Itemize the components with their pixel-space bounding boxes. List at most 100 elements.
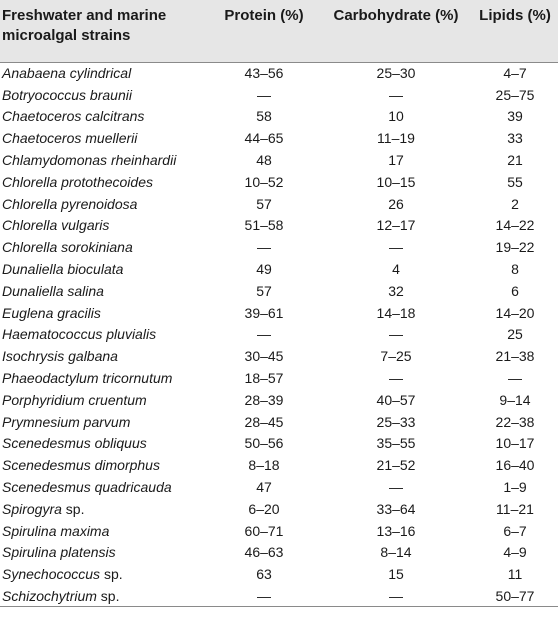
- protein-cell: 47: [256, 479, 272, 496]
- table-row: Phaeodactylum tricornutum 18–57 — —: [0, 367, 558, 389]
- protein-cell: 10–52: [244, 173, 284, 190]
- table-row: Haematococcus pluvialis — — 25: [0, 324, 558, 346]
- protein-cell: 60–71: [244, 522, 284, 539]
- table-row: Chaetoceros calcitrans 58 10 39: [0, 106, 558, 128]
- protein-cell: 58: [256, 108, 272, 125]
- strain-name: Anabaena cylindrical: [2, 65, 132, 82]
- protein-cell: —: [257, 326, 271, 343]
- header-carbohydrate: Carbohydrate (%): [320, 0, 472, 63]
- lipids-cell: 19–22: [495, 239, 535, 256]
- strain-name: Chlamydomonas rheinhardii: [2, 152, 177, 169]
- lipids-cell: 21–38: [495, 348, 535, 365]
- carbohydrate-cell: —: [389, 370, 403, 387]
- strain-cell: Chlorella sorokiniana: [0, 236, 208, 258]
- strain-cell: Scenedesmus dimorphus: [0, 454, 208, 476]
- strain-cell: Scenedesmus quadricauda: [0, 476, 208, 498]
- carbohydrate-cell: 14–18: [376, 304, 416, 321]
- protein-cell: 28–39: [244, 391, 284, 408]
- table-row: Anabaena cylindrical 43–56 25–30 4–7: [0, 62, 558, 84]
- carbohydrate-cell: 13–16: [376, 522, 416, 539]
- protein-cell: 63: [256, 566, 272, 583]
- strain-cell: Anabaena cylindrical: [0, 62, 208, 84]
- table-row: Chlorella vulgaris 51–58 12–17 14–22: [0, 215, 558, 237]
- strain-name: Porphyridium cruentum: [2, 391, 147, 408]
- carbohydrate-cell: 26: [388, 195, 404, 212]
- strain-cell: Dunaliella bioculata: [0, 258, 208, 280]
- strain-cell: Schizochytrium sp.: [0, 585, 208, 608]
- strain-cell: Synechococcus sp.: [0, 563, 208, 585]
- table-row: Botryococcus braunii — — 25–75: [0, 84, 558, 106]
- table-row: Chlorella pyrenoidosa 57 26 2: [0, 193, 558, 215]
- strain-name: Spirulina platensis: [2, 544, 116, 561]
- lipids-cell: —: [508, 370, 522, 387]
- strain-cell: Chlamydomonas rheinhardii: [0, 149, 208, 171]
- protein-cell: 49: [256, 261, 272, 278]
- strain-name: Chlorella protothecoides: [2, 173, 153, 190]
- header-strain-line1: Freshwater and marine: [2, 7, 167, 24]
- strain-name: Chlorella vulgaris: [2, 217, 110, 234]
- protein-cell: 18–57: [244, 370, 284, 387]
- carbohydrate-cell: 33–64: [376, 500, 416, 517]
- table-row: Spirogyra sp. 6–20 33–64 11–21: [0, 498, 558, 520]
- strain-cell: Haematococcus pluvialis: [0, 324, 208, 346]
- strain-name: Chaetoceros muellerii: [2, 130, 138, 147]
- strain-name: Euglena gracilis: [2, 304, 101, 321]
- protein-cell: 43–56: [244, 65, 284, 82]
- carbohydrate-cell: 4: [392, 261, 400, 278]
- protein-cell: 48: [256, 152, 272, 169]
- lipids-cell: 6–7: [503, 522, 527, 539]
- carbohydrate-cell: 32: [388, 282, 404, 299]
- carbohydrate-cell: 8–14: [380, 544, 412, 561]
- strain-suffix: sp.: [96, 587, 120, 604]
- lipids-cell: 10–17: [495, 435, 535, 452]
- header-protein: Protein (%): [208, 0, 320, 63]
- protein-cell: 46–63: [244, 544, 284, 561]
- strain-cell: Chlorella pyrenoidosa: [0, 193, 208, 215]
- protein-cell: 44–65: [244, 130, 284, 147]
- table-row: Chaetoceros muellerii 44–65 11–19 33: [0, 127, 558, 149]
- strain-name: Haematococcus pluvialis: [2, 326, 157, 343]
- strain-name: Synechococcus: [2, 566, 101, 583]
- protein-cell: 51–58: [244, 217, 284, 234]
- carbohydrate-cell: 25–33: [376, 413, 416, 430]
- table-row: Scenedesmus quadricauda 47 — 1–9: [0, 476, 558, 498]
- lipids-cell: 9–14: [499, 391, 531, 408]
- table-header: Freshwater and marine microalgal strains…: [0, 0, 558, 63]
- lipids-cell: 4–7: [503, 65, 527, 82]
- header-strain: Freshwater and marine microalgal strains: [0, 0, 208, 63]
- protein-cell: 30–45: [244, 348, 284, 365]
- protein-cell: 57: [256, 282, 272, 299]
- protein-cell: —: [257, 239, 271, 256]
- strain-cell: Dunaliella salina: [0, 280, 208, 302]
- carbohydrate-cell: 17: [388, 152, 404, 169]
- strain-name: Botryococcus braunii: [2, 86, 132, 103]
- carbohydrate-cell: 12–17: [376, 217, 416, 234]
- table-row: Euglena gracilis 39–61 14–18 14–20: [0, 302, 558, 324]
- strain-name: Scenedesmus dimorphus: [2, 457, 160, 474]
- strain-cell: Chaetoceros calcitrans: [0, 106, 208, 128]
- strain-name: Schizochytrium: [2, 587, 97, 604]
- carbohydrate-cell: —: [389, 86, 403, 103]
- strain-cell: Prymnesium parvum: [0, 411, 208, 433]
- carbohydrate-cell: 35–55: [376, 435, 416, 452]
- lipids-cell: 39: [507, 108, 523, 125]
- table-row: Chlorella sorokiniana — — 19–22: [0, 236, 558, 258]
- strain-cell: Phaeodactylum tricornutum: [0, 367, 208, 389]
- table-row: Prymnesium parvum 28–45 25–33 22–38: [0, 411, 558, 433]
- strain-name: Dunaliella bioculata: [2, 261, 124, 278]
- carbohydrate-cell: —: [389, 326, 403, 343]
- strain-suffix: sp.: [100, 566, 123, 583]
- strain-name: Chlorella sorokiniana: [2, 239, 133, 256]
- strain-name: Prymnesium parvum: [2, 413, 131, 430]
- strain-cell: Spirogyra sp.: [0, 498, 208, 520]
- table-row: Isochrysis galbana 30–45 7–25 21–38: [0, 345, 558, 367]
- protein-cell: 28–45: [244, 413, 284, 430]
- carbohydrate-cell: —: [389, 479, 403, 496]
- carbohydrate-cell: —: [389, 239, 403, 256]
- carbohydrate-cell: 25–30: [376, 65, 416, 82]
- strain-cell: Chlorella vulgaris: [0, 215, 208, 237]
- lipids-cell: 11–21: [496, 500, 534, 517]
- table-row: Porphyridium cruentum 28–39 40–57 9–14: [0, 389, 558, 411]
- strain-cell: Botryococcus braunii: [0, 84, 208, 106]
